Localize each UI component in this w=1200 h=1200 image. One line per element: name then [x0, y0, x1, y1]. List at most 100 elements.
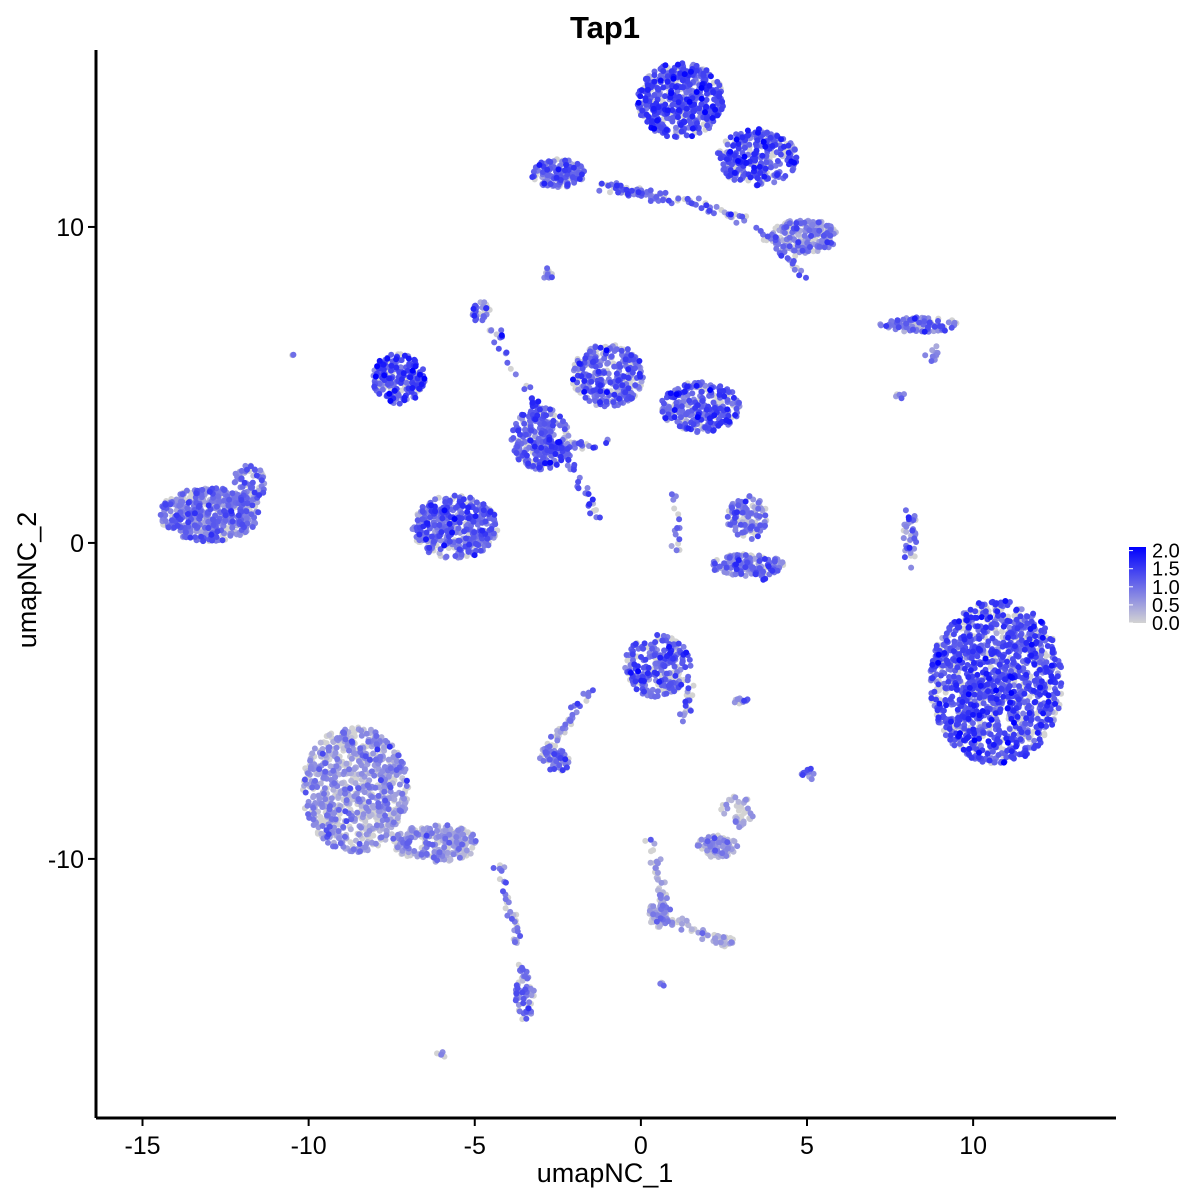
cell-point	[378, 822, 385, 829]
cell-point	[485, 542, 492, 549]
cell-point	[488, 327, 495, 334]
cell-point	[360, 811, 367, 818]
cell-point	[428, 830, 435, 837]
cell-point	[322, 760, 329, 767]
cell-point	[396, 781, 403, 788]
cell-point	[821, 244, 828, 251]
cell-point	[370, 804, 377, 811]
cell-point	[562, 721, 569, 728]
cell-point	[512, 371, 519, 378]
scatter-points	[157, 60, 1065, 1060]
cell-point	[675, 511, 682, 518]
cell-point	[723, 853, 730, 859]
cell-point	[307, 757, 314, 764]
cell-point	[911, 545, 918, 552]
cell-point	[455, 827, 462, 834]
cell-point	[670, 496, 677, 503]
cell-point	[980, 700, 987, 707]
cell-point	[447, 856, 454, 863]
cell-point	[933, 343, 940, 350]
cell-point	[332, 816, 339, 823]
cell-point	[731, 838, 738, 845]
cell-point	[351, 750, 358, 757]
cell-point	[328, 795, 335, 802]
cell-point	[721, 810, 728, 817]
cell-point	[340, 824, 347, 830]
cell-point	[358, 732, 365, 739]
cell-point	[1025, 734, 1032, 741]
cell-point	[662, 189, 669, 196]
cell-point	[309, 750, 316, 757]
cell-point	[642, 837, 649, 844]
cell-point	[740, 529, 747, 536]
cell-point	[655, 887, 661, 894]
cell-point	[556, 762, 563, 769]
cell-point	[305, 811, 312, 818]
cell-point	[310, 822, 317, 828]
cell-point	[734, 696, 741, 703]
cell-point	[699, 936, 706, 943]
cell-point	[552, 743, 559, 749]
cell-point	[808, 776, 815, 783]
cell-point	[373, 741, 380, 748]
cell-point	[724, 839, 731, 846]
cell-point	[718, 806, 725, 813]
cell-point	[251, 519, 258, 526]
cell-point	[326, 744, 333, 751]
cell-point	[683, 411, 690, 418]
cell-point	[564, 462, 571, 469]
cell-point	[375, 803, 382, 810]
cell-point	[605, 370, 612, 377]
cell-point	[358, 727, 365, 734]
cell-point	[317, 739, 324, 746]
cell-point	[318, 830, 325, 837]
cell-point	[504, 359, 511, 366]
cell-point	[342, 736, 349, 743]
cell-point	[348, 755, 355, 762]
cell-point	[408, 827, 415, 834]
cell-point	[490, 865, 497, 871]
cell-point	[361, 789, 368, 796]
cell-point	[462, 835, 469, 842]
cell-point	[444, 822, 451, 829]
cell-point	[373, 822, 380, 829]
cell-point	[712, 935, 719, 942]
cell-point	[443, 553, 450, 560]
cell-point	[357, 745, 364, 752]
cell-point	[356, 758, 362, 765]
cell-point	[1043, 652, 1050, 659]
cell-point	[732, 794, 739, 801]
cell-point	[735, 807, 742, 814]
cell-point	[652, 865, 659, 871]
cell-point	[908, 564, 915, 571]
cell-point	[698, 836, 705, 843]
cell-point	[387, 765, 394, 772]
cell-point	[569, 711, 576, 718]
cell-point	[441, 844, 448, 851]
cell-point	[393, 758, 400, 765]
cell-point	[724, 845, 731, 852]
cell-point	[526, 999, 533, 1006]
cell-point	[719, 850, 726, 857]
cell-point	[442, 827, 449, 834]
cell-point	[648, 848, 654, 855]
cell-point	[310, 805, 317, 811]
cell-point	[527, 384, 534, 391]
cell-point	[335, 828, 342, 835]
cell-point	[792, 253, 799, 259]
cell-point	[724, 141, 731, 148]
cell-point	[472, 838, 479, 844]
cell-point	[375, 792, 382, 799]
cell-point	[685, 922, 692, 929]
cell-point	[394, 831, 401, 838]
cell-point	[521, 386, 528, 393]
cell-point	[321, 785, 328, 792]
cell-point	[358, 824, 364, 831]
cell-point	[157, 511, 164, 518]
cell-point	[491, 339, 498, 346]
cell-point	[571, 365, 578, 372]
cell-point	[378, 834, 385, 841]
cell-point	[740, 820, 747, 827]
cell-point	[755, 499, 762, 506]
cell-point	[316, 795, 323, 802]
